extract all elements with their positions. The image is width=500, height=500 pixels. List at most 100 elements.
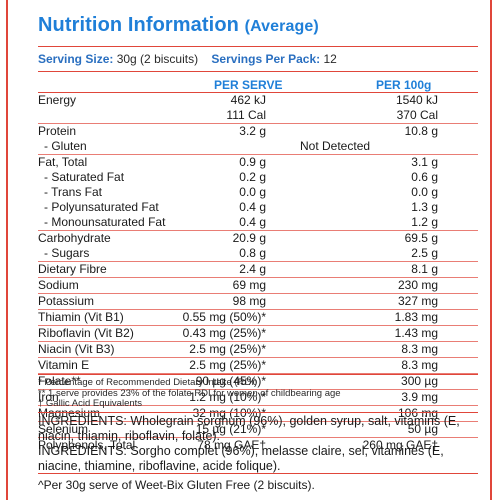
row-divider xyxy=(38,357,478,358)
row-divider xyxy=(38,341,478,342)
row-per-100g-value: 370 Cal xyxy=(396,108,438,122)
row-per-serve-value: 462 kJ xyxy=(230,93,266,107)
table-row: Vitamin E 2.5 mg (25%)* 8.3 mg xyxy=(38,358,478,373)
servings-per-pack-label: Servings Per Pack: xyxy=(211,52,321,66)
row-per-serve-value: 98 mg xyxy=(232,294,266,308)
ingredients-en: INGREDIENTS: Wholegrain sorghum (96%), g… xyxy=(38,414,460,443)
row-per-serve-value: 2.5 mg (25%)* xyxy=(189,342,266,356)
row-per-serve-value: 15 µg (21%)* xyxy=(195,422,266,436)
row-divider xyxy=(38,123,478,124)
serving-size-value: 30g (2 biscuits) xyxy=(116,52,199,66)
row-per-serve-value: 0.43 mg (25%)* xyxy=(182,326,266,340)
row-label: - Trans Fat xyxy=(44,185,103,199)
row-per-serve-value: 78 mg GAE† xyxy=(197,438,266,452)
serving-size-label: Serving Size: xyxy=(38,52,114,66)
table-row: Niacin (Vit B3) 2.5 mg (25%)* 8.3 mg xyxy=(38,342,478,357)
row-per-100g-value: 50 µg xyxy=(407,422,438,436)
row-divider xyxy=(38,154,478,155)
row-per-serve-value: 32 mg (10%)* xyxy=(192,406,266,420)
row-divider xyxy=(38,325,478,326)
row-per-100g-value: 1540 kJ xyxy=(395,93,438,107)
row-per-100g-value: 2.5 g xyxy=(411,246,438,260)
row-divider xyxy=(38,261,478,262)
row-per-serve-value: 0.8 g xyxy=(239,246,266,260)
table-row: Sodium 69 mg 230 mg xyxy=(38,278,478,293)
row-label: - Monounsaturated Fat xyxy=(44,215,166,229)
row-label: Riboflavin (Vit B2) xyxy=(38,326,134,340)
row-per-100g-value: 260 mg GAE† xyxy=(362,438,438,452)
title-main: Nutrition Information xyxy=(38,14,239,36)
row-per-serve-value: 111 Cal xyxy=(226,108,266,122)
row-per-100g-value: 8.3 mg xyxy=(401,342,438,356)
row-per-serve-value: 3.2 g xyxy=(239,124,266,138)
table-row: Potassium 98 mg 327 mg xyxy=(38,294,478,309)
row-per-100g-value: 1.2 g xyxy=(411,215,438,229)
row-per-100g-value: 10.8 g xyxy=(404,124,438,138)
row-label: Protein xyxy=(38,124,77,138)
row-per-100g-value: 0.0 g xyxy=(411,185,438,199)
row-divider xyxy=(38,389,478,390)
row-divider xyxy=(38,405,478,406)
footnote-rdi: * Percentage of Recommended Dietary Inta… xyxy=(38,377,258,388)
table-row: - Trans Fat 0.0 g 0.0 g xyxy=(38,185,478,200)
table-row: - Saturated Fat 0.2 g 0.6 g xyxy=(38,170,478,185)
table-row: Carbohydrate 20.9 g 69.5 g xyxy=(38,231,478,246)
row-label: Selenium xyxy=(38,422,89,436)
row-per-100g-value: 69.5 g xyxy=(404,231,438,245)
row-per-100g-value: 0.6 g xyxy=(411,170,438,184)
row-per-serve-value: 90 µg (45%)* xyxy=(195,374,266,388)
table-row: Dietary Fibre 2.4 g 8.1 g xyxy=(38,262,478,277)
table-row: Folate** 90 µg (45%)* 300 µg xyxy=(38,374,478,389)
row-label: Sodium xyxy=(38,278,79,292)
table-row: Polyphenols, Total 78 mg GAE† 260 mg GAE† xyxy=(38,438,478,453)
row-label: - Sugars xyxy=(44,246,90,260)
row-divider xyxy=(38,309,478,310)
page-title: Nutrition Information (Average) xyxy=(38,14,319,37)
footnotes: * Percentage of Recommended Dietary Inta… xyxy=(38,377,341,410)
table-row: Fat, Total 0.9 g 3.1 g xyxy=(38,155,478,170)
row-label: Energy xyxy=(38,93,77,107)
row-label: Carbohydrate xyxy=(38,231,111,245)
row-label: Polyphenols, Total xyxy=(38,438,136,452)
row-label: Iron xyxy=(38,390,59,404)
table-row: Iron 1.2 mg (10%)* 3.9 mg xyxy=(38,390,478,405)
row-per-serve-value: 0.4 g xyxy=(239,215,266,229)
table-row: - Polyunsaturated Fat 0.4 g 1.3 g xyxy=(38,200,478,215)
table-row: - Gluten Not Detected xyxy=(38,139,478,154)
row-span-value: Not Detected xyxy=(300,139,371,153)
row-per-100g-value: 300 µg xyxy=(401,374,438,388)
row-per-serve-value: 0.4 g xyxy=(239,200,266,214)
row-per-100g-value: 8.3 mg xyxy=(401,358,438,372)
table-bottom-divider xyxy=(38,374,478,375)
table-row: Thiamin (Vit B1) 0.55 mg (50%)* 1.83 mg xyxy=(38,310,478,325)
serving-divider xyxy=(38,71,478,72)
table-row: - Sugars 0.8 g 2.5 g xyxy=(38,246,478,261)
row-label: - Polyunsaturated Fat xyxy=(44,200,159,214)
column-header-per-serve: PER SERVE xyxy=(214,78,283,92)
row-divider xyxy=(38,373,478,374)
table-row: Selenium 15 µg (21%)* 50 µg xyxy=(38,422,478,437)
row-per-100g-value: 1.43 mg xyxy=(394,326,438,340)
row-per-serve-value: 69 mg xyxy=(232,278,266,292)
footnote-folate: ** 1 serve provides 23% of the folate RD… xyxy=(38,387,341,399)
row-label: Folate** xyxy=(38,374,81,388)
row-per-100g-value: 106 mg xyxy=(397,406,438,420)
footnote-gallic: † Gallic Acid Equivalents xyxy=(38,398,143,409)
row-per-serve-value: 20.9 g xyxy=(232,231,266,245)
ingredients-fr: INGRÉDIENTS: Sorgho complet (96%), melas… xyxy=(38,444,444,473)
table-row: 111 Cal 370 Cal xyxy=(38,108,478,123)
row-per-100g-value: 8.1 g xyxy=(411,262,438,276)
row-per-100g-value: 1.3 g xyxy=(411,200,438,214)
row-per-100g-value: 327 mg xyxy=(397,294,438,308)
column-header-per-100g: PER 100g xyxy=(376,78,432,92)
row-per-100g-value: 230 mg xyxy=(397,278,438,292)
row-label: Thiamin (Vit B1) xyxy=(38,310,124,324)
row-per-serve-value: 0.55 mg (50%)* xyxy=(182,310,266,324)
row-label: Potassium xyxy=(38,294,95,308)
row-divider xyxy=(38,421,478,422)
servings-per-pack-value: 12 xyxy=(323,52,337,66)
row-label: Vitamin E xyxy=(38,358,90,372)
serve-note: ^Per 30g serve of Weet-Bix Gluten Free (… xyxy=(38,478,315,492)
serving-info: Serving Size: 30g (2 biscuits) Servings … xyxy=(38,52,337,66)
